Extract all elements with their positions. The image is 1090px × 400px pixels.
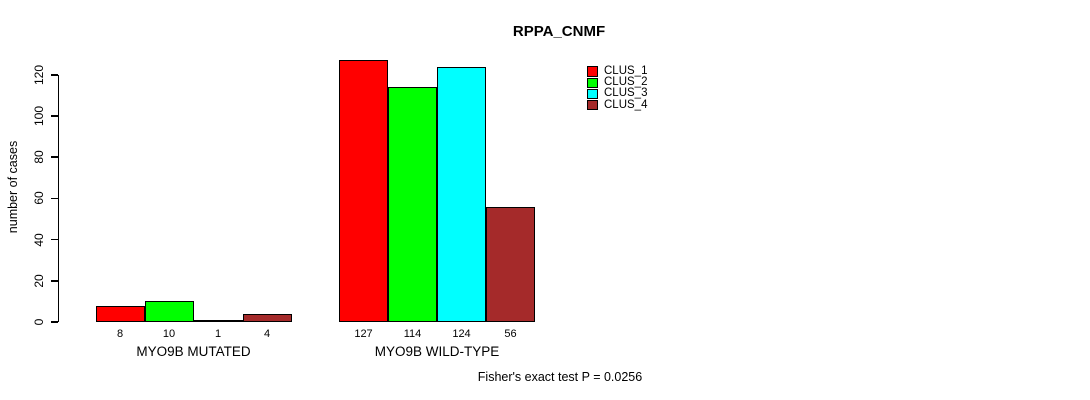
- bar-clus_3-wildtype: [437, 66, 486, 322]
- legend: CLUS_1 CLUS_2 CLUS_3 CLUS_4: [587, 65, 648, 111]
- bar-value-label: 10: [162, 328, 176, 340]
- bar-value-label: 1: [214, 328, 222, 340]
- legend-item: CLUS_3: [587, 87, 648, 100]
- y-tick-label: 80: [32, 150, 46, 164]
- legend-item: CLUS_1: [587, 65, 648, 78]
- x-category-label: MYO9B WILD-TYPE: [374, 344, 500, 359]
- y-axis-label: number of cases: [6, 140, 20, 234]
- y-tick-label: 100: [32, 105, 46, 127]
- bar-value-label: 124: [452, 328, 471, 340]
- bar-clus_3-mutated: [193, 319, 243, 322]
- legend-swatch-clus_4: [587, 99, 598, 111]
- bar-value-label: 114: [403, 328, 422, 340]
- y-tick-mark: [50, 197, 58, 200]
- legend-label: CLUS_4: [604, 98, 648, 111]
- y-tick-label: 120: [32, 64, 46, 85]
- legend-label: CLUS_1: [604, 65, 648, 78]
- legend-swatch-clus_2: [587, 77, 598, 89]
- bar-value-label: 127: [354, 328, 373, 340]
- y-tick-mark: [50, 156, 58, 158]
- legend-label: CLUS_2: [604, 76, 648, 89]
- y-tick-mark: [50, 74, 58, 76]
- pvalue-annotation: Fisher's exact test P = 0.0256: [477, 370, 643, 384]
- y-tick-mark: [50, 321, 58, 323]
- y-tick-mark: [50, 280, 58, 282]
- x-category-label: MYO9B MUTATED: [136, 344, 251, 359]
- bar-clus_1-mutated: [95, 305, 145, 322]
- chart-title: RPPA_CNMF: [512, 23, 606, 40]
- legend-swatch-clus_1: [587, 66, 598, 77]
- y-tick-label: 0: [32, 318, 46, 326]
- bar-value-label: 4: [263, 328, 271, 340]
- legend-item: CLUS_4: [587, 98, 648, 111]
- bar-clus_2-mutated: [144, 301, 194, 322]
- legend-item: CLUS_2: [587, 76, 648, 89]
- y-tick-mark: [50, 115, 58, 117]
- bar-clus_4-mutated: [242, 313, 292, 322]
- legend-label: CLUS_3: [604, 87, 648, 100]
- bar-clus_4-wildtype: [486, 206, 535, 322]
- y-tick-label: 40: [32, 232, 46, 247]
- y-axis-line: [57, 74, 59, 322]
- bar-clus_1-wildtype: [339, 60, 388, 322]
- bar-clus_2-wildtype: [388, 87, 437, 322]
- bar-value-label: 8: [116, 328, 124, 340]
- y-tick-label: 60: [32, 191, 46, 206]
- y-tick-label: 20: [32, 274, 46, 288]
- legend-swatch-clus_3: [587, 88, 598, 100]
- bar-value-label: 56: [504, 328, 517, 340]
- y-tick-mark: [50, 238, 58, 241]
